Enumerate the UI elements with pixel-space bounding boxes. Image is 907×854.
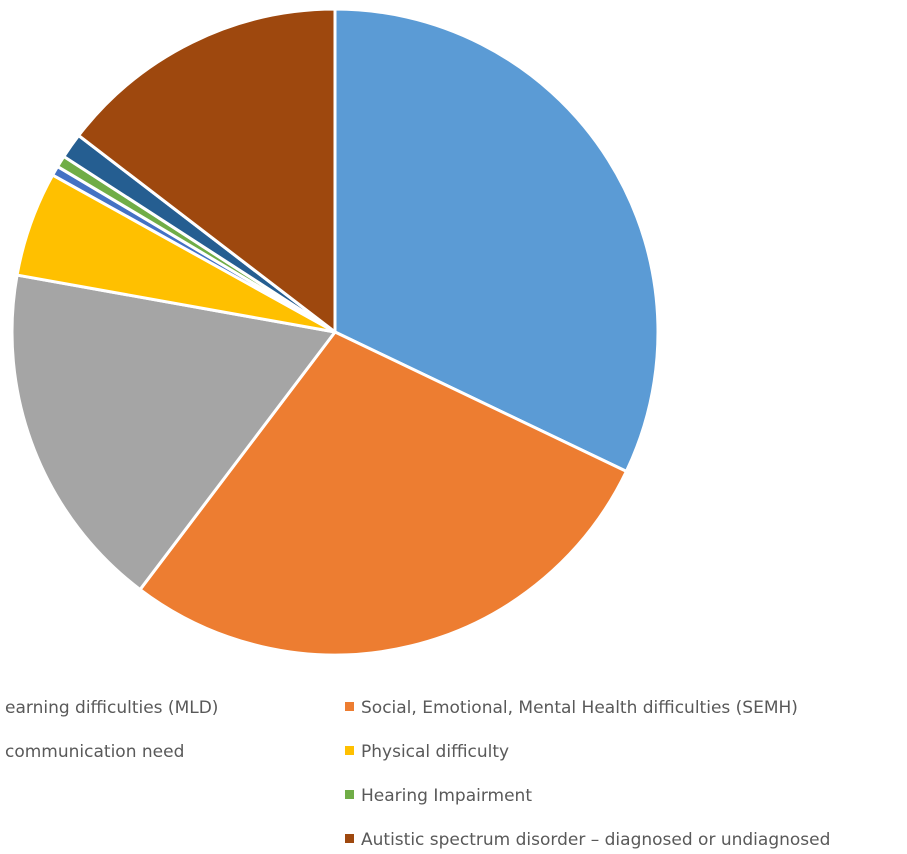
- pie-slice-1: [138, 330, 628, 657]
- legend-label-2: communication need: [5, 742, 184, 762]
- legend: earning difficulties (MLD) Social, Emotio…: [5, 698, 830, 850]
- pie-slices: [10, 7, 660, 657]
- legend-label-5: Autistic spectrum disorder – diagnosed o…: [361, 830, 830, 850]
- legend-marker-4: [345, 790, 354, 799]
- legend-label-4: Hearing Impairment: [361, 786, 532, 806]
- legend-label-3: Physical difficulty: [361, 742, 509, 762]
- pie-slice-2: [10, 273, 337, 592]
- legend-marker-5: [345, 834, 354, 843]
- legend-label-0: earning difficulties (MLD): [5, 698, 218, 718]
- pie-slice-0: [333, 7, 660, 473]
- legend-marker-3: [345, 746, 354, 755]
- pie-slice-7: [77, 7, 337, 334]
- legend-marker-1: [345, 702, 354, 711]
- legend-label-1: Social, Emotional, Mental Health difficu…: [361, 698, 798, 718]
